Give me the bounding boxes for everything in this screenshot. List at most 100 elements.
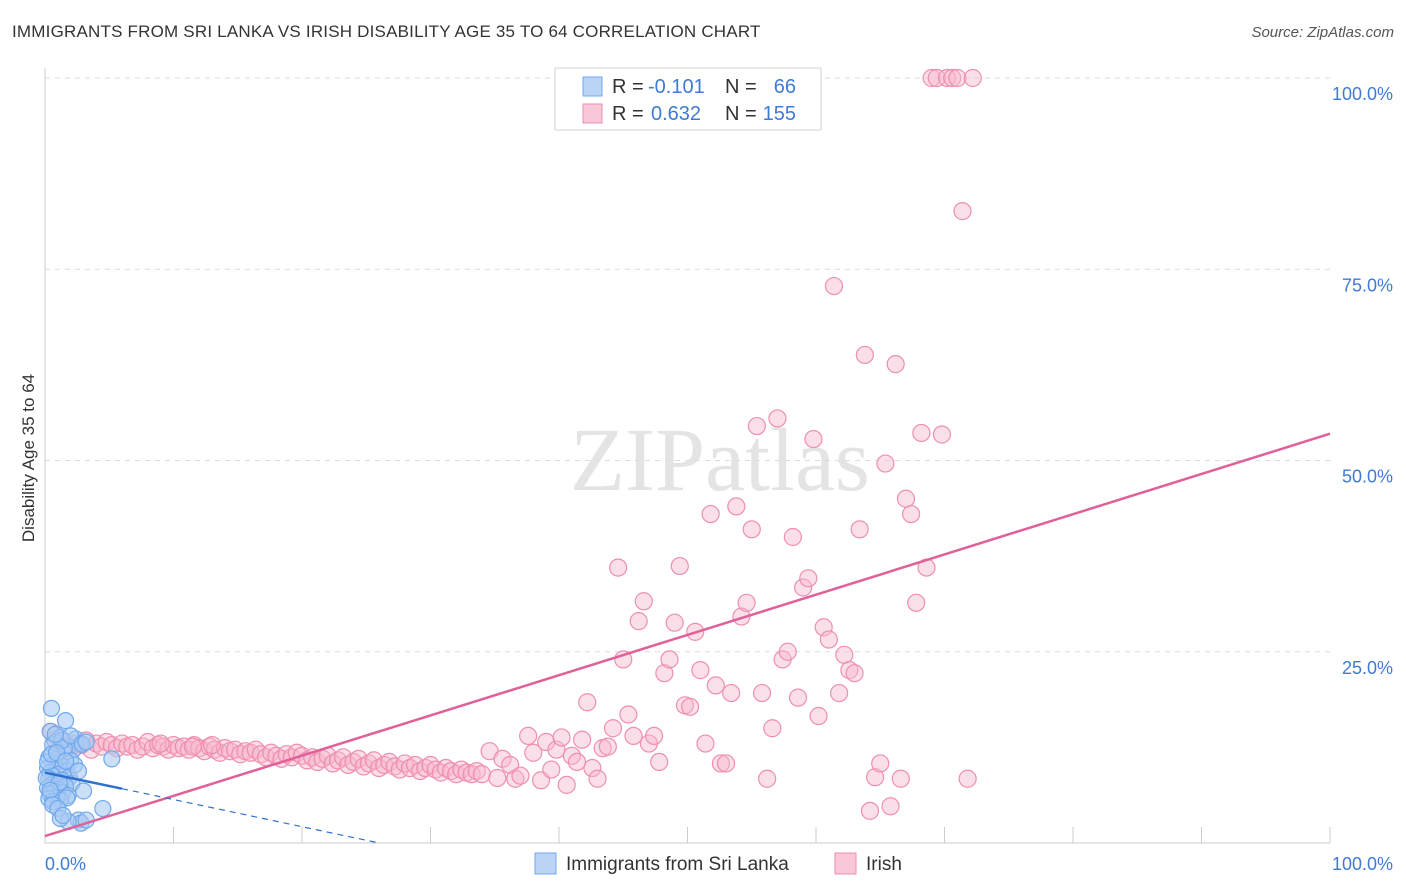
point-irish (624, 726, 643, 746)
point-irish (644, 726, 664, 746)
point-irish (609, 558, 628, 577)
point-irish (799, 569, 818, 588)
stats-n-label-sri-lanka: N = (725, 76, 757, 98)
point-irish (472, 765, 491, 784)
legend-swatch-irish[interactable] (834, 852, 857, 875)
point-irish (97, 732, 116, 752)
point-irish (567, 752, 587, 772)
point-irish (819, 630, 838, 649)
point-irish (400, 758, 420, 778)
point-irish (958, 769, 977, 788)
stats-swatch-irish (582, 103, 603, 124)
point-irish (542, 760, 561, 779)
point-irish (619, 705, 638, 724)
stats-r-label-irish: R = (612, 103, 644, 125)
stats-n-value-sri-lanka: 66 (774, 76, 796, 98)
point-irish (922, 68, 941, 88)
y-tick-label: 75.0% (1342, 275, 1393, 295)
point-irish (747, 416, 766, 436)
point-irish (855, 345, 874, 365)
point-irish (359, 754, 378, 773)
point-irish (840, 661, 859, 680)
point-irish (912, 423, 931, 443)
point-irish (328, 751, 348, 770)
point-sri-lanka (46, 725, 64, 743)
point-irish (876, 454, 895, 473)
point-sri-lanka (77, 733, 95, 751)
point-irish (752, 683, 772, 703)
trend-line-sri-lanka-extrapolated (121, 788, 380, 844)
y-tick-label: 25.0% (1342, 658, 1393, 678)
legend-swatch-sri-lanka[interactable] (534, 852, 557, 875)
point-irish (452, 760, 471, 779)
point-irish (354, 757, 373, 776)
point-irish (830, 683, 849, 703)
tick-labels: 25.0% 50.0% 75.0% 100.0% 0.0% 100.0% (45, 84, 1393, 874)
legend-label-irish[interactable]: Irish (866, 854, 902, 875)
point-irish (323, 754, 342, 773)
point-irish (907, 593, 926, 612)
point-irish (511, 766, 530, 785)
point-irish (462, 765, 481, 784)
point-irish (660, 650, 679, 669)
point-irish (886, 355, 905, 374)
point-irish (385, 757, 404, 776)
point-irish (370, 758, 389, 778)
stats-r-value-sri-lanka: -0.101 (648, 76, 705, 98)
point-irish (742, 520, 761, 539)
point-sri-lanka (94, 799, 112, 818)
point-irish (711, 754, 731, 773)
point-irish (963, 68, 982, 88)
stats-r-value-irish: 0.632 (651, 103, 701, 125)
point-sri-lanka (74, 782, 93, 800)
point-irish (691, 661, 710, 680)
point-irish (506, 769, 525, 788)
point-irish (891, 769, 910, 788)
point-irish (881, 797, 900, 816)
stats-swatch-sri-lanka (582, 76, 603, 97)
point-irish (845, 664, 864, 683)
point-irish (948, 68, 967, 88)
stats-r-label-sri-lanka: R = (612, 76, 644, 98)
point-irish (783, 527, 802, 547)
point-irish (706, 676, 725, 695)
point-irish (794, 578, 813, 597)
point-sri-lanka (56, 711, 75, 730)
point-sri-lanka (54, 806, 72, 825)
point-irish (467, 761, 486, 781)
point-irish (650, 752, 669, 772)
point-irish (937, 68, 957, 88)
x-tick-label: 100.0% (1332, 854, 1393, 874)
point-irish (552, 728, 571, 747)
point-irish (578, 693, 597, 712)
chart-source: Source: ZipAtlas.com (1251, 24, 1394, 41)
point-irish (670, 556, 689, 576)
point-irish (603, 719, 623, 738)
point-irish (788, 688, 808, 707)
point-sri-lanka (103, 750, 121, 768)
point-irish (583, 758, 602, 778)
y-axis-title: Disability Age 35 to 64 (19, 374, 38, 542)
point-irish (896, 489, 916, 508)
point-irish (629, 612, 648, 631)
point-irish (696, 734, 715, 753)
point-irish (716, 754, 736, 773)
stats-n-value-irish: 155 (763, 103, 796, 125)
point-irish (701, 504, 720, 524)
trend-line-irish (44, 432, 1331, 838)
point-irish (778, 642, 797, 661)
point-irish (804, 429, 823, 449)
point-irish (588, 769, 607, 788)
point-irish (850, 520, 869, 539)
point-irish (932, 425, 952, 444)
point-sri-lanka (56, 752, 75, 770)
point-irish (519, 726, 538, 746)
point-irish (722, 683, 741, 703)
point-irish (871, 754, 890, 773)
stats-n-label-irish: N = (725, 103, 757, 125)
point-irish (927, 68, 946, 88)
legend-label-sri-lanka[interactable]: Immigrants from Sri Lanka (566, 854, 789, 875)
point-irish (758, 769, 777, 788)
point-irish (835, 645, 854, 664)
point-irish (809, 706, 828, 726)
